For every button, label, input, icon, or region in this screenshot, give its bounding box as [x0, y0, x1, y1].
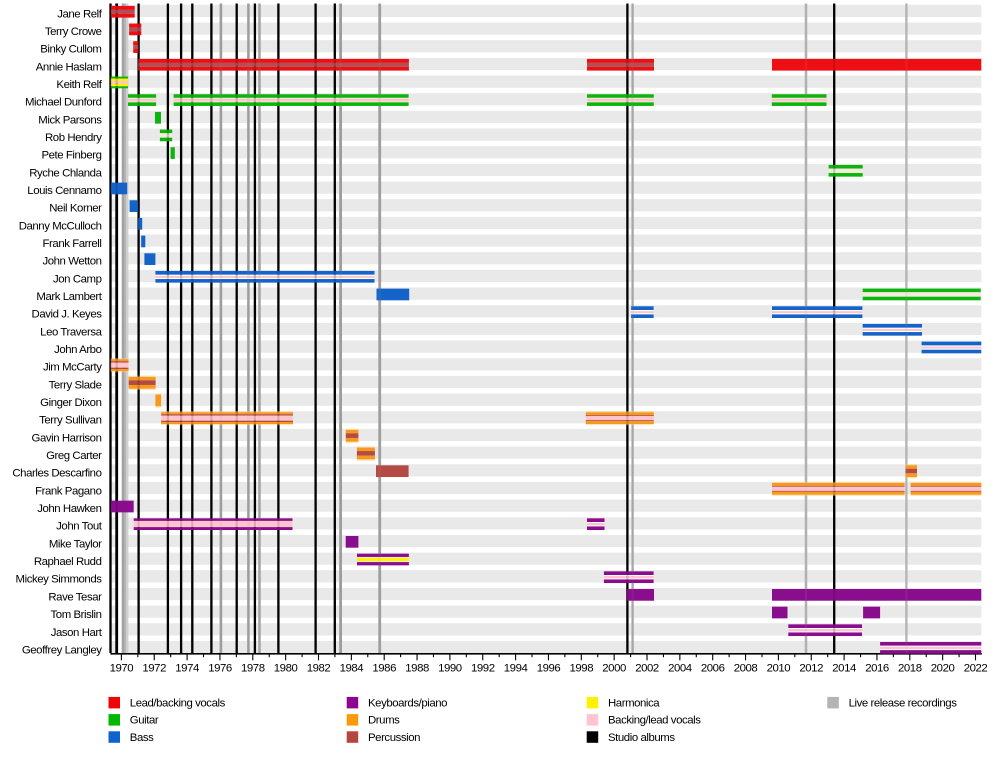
svg-text:Percussion: Percussion — [368, 732, 420, 744]
svg-text:Guitar: Guitar — [130, 715, 159, 727]
svg-text:Jon Camp: Jon Camp — [53, 273, 102, 285]
svg-text:Michael Dunford: Michael Dunford — [25, 97, 102, 109]
svg-text:David J. Keyes: David J. Keyes — [32, 309, 103, 321]
svg-text:Ginger Dixon: Ginger Dixon — [40, 397, 101, 409]
svg-text:1976: 1976 — [208, 663, 232, 675]
svg-text:Geoffrey Langley: Geoffrey Langley — [22, 644, 102, 656]
svg-text:Charles Descarfino: Charles Descarfino — [12, 468, 101, 480]
svg-text:Frank Pagano: Frank Pagano — [35, 485, 101, 497]
svg-text:Mike Taylor: Mike Taylor — [49, 538, 102, 550]
svg-text:1978: 1978 — [241, 663, 265, 675]
svg-text:Keyboards/piano: Keyboards/piano — [368, 697, 447, 709]
svg-text:Leo Traversa: Leo Traversa — [40, 326, 102, 338]
svg-text:1992: 1992 — [471, 663, 495, 675]
svg-text:2012: 2012 — [799, 663, 823, 675]
svg-text:Jane Relf: Jane Relf — [57, 8, 103, 20]
svg-text:2006: 2006 — [701, 663, 725, 675]
svg-text:Gavin Harrison: Gavin Harrison — [32, 432, 102, 444]
svg-text:Mick Parsons: Mick Parsons — [38, 114, 102, 126]
svg-text:2022: 2022 — [964, 663, 988, 675]
svg-text:1972: 1972 — [142, 663, 166, 675]
svg-text:1980: 1980 — [274, 663, 298, 675]
svg-text:Jim McCarty: Jim McCarty — [43, 362, 102, 374]
svg-text:1970: 1970 — [110, 663, 134, 675]
svg-text:2002: 2002 — [635, 663, 659, 675]
svg-text:John Hawken: John Hawken — [37, 503, 101, 515]
svg-text:2016: 2016 — [865, 663, 889, 675]
svg-text:Mickey Simmonds: Mickey Simmonds — [16, 574, 103, 586]
svg-text:Terry Crowe: Terry Crowe — [45, 26, 102, 38]
svg-text:Pete Finberg: Pete Finberg — [41, 150, 101, 162]
svg-text:Greg Carter: Greg Carter — [46, 450, 102, 462]
svg-text:Danny McCulloch: Danny McCulloch — [19, 220, 102, 232]
svg-text:John Tout: John Tout — [56, 521, 103, 533]
svg-text:1986: 1986 — [372, 663, 396, 675]
svg-text:Ryche Chlanda: Ryche Chlanda — [29, 167, 102, 179]
svg-text:Binky Cullom: Binky Cullom — [40, 44, 101, 56]
svg-text:2008: 2008 — [734, 663, 758, 675]
svg-text:1984: 1984 — [340, 663, 364, 675]
svg-text:2000: 2000 — [602, 663, 626, 675]
svg-text:1988: 1988 — [405, 663, 429, 675]
svg-text:John Wetton: John Wetton — [42, 256, 101, 268]
svg-text:Backing/lead vocals: Backing/lead vocals — [608, 715, 701, 727]
svg-text:Rob Hendry: Rob Hendry — [45, 132, 102, 144]
svg-text:Frank Farrell: Frank Farrell — [43, 238, 102, 250]
svg-text:Tom Brislin: Tom Brislin — [51, 609, 102, 621]
svg-text:Live release recordings: Live release recordings — [849, 697, 958, 709]
svg-text:Neil Korner: Neil Korner — [49, 203, 102, 215]
svg-text:1994: 1994 — [504, 663, 528, 675]
svg-text:Lead/backing vocals: Lead/backing vocals — [130, 697, 226, 709]
svg-text:Studio albums: Studio albums — [608, 732, 675, 744]
svg-text:Terry Sullivan: Terry Sullivan — [39, 415, 101, 427]
svg-text:Bass: Bass — [130, 732, 154, 744]
svg-text:Rave Tesar: Rave Tesar — [48, 591, 102, 603]
svg-text:Jason Hart: Jason Hart — [51, 627, 103, 639]
svg-text:2020: 2020 — [931, 663, 955, 675]
svg-text:Raphael Rudd: Raphael Rudd — [34, 556, 102, 568]
svg-text:1982: 1982 — [307, 663, 331, 675]
svg-text:2018: 2018 — [898, 663, 922, 675]
svg-text:Drums: Drums — [368, 715, 400, 727]
svg-text:1998: 1998 — [569, 663, 593, 675]
svg-text:Keith Relf: Keith Relf — [56, 79, 102, 91]
svg-text:1990: 1990 — [438, 663, 462, 675]
svg-text:2004: 2004 — [668, 663, 692, 675]
svg-text:2014: 2014 — [832, 663, 856, 675]
svg-text:Annie Haslam: Annie Haslam — [36, 61, 102, 73]
svg-text:Louis Cennamo: Louis Cennamo — [27, 185, 101, 197]
svg-text:Mark Lambert: Mark Lambert — [36, 291, 102, 303]
svg-text:1996: 1996 — [537, 663, 561, 675]
svg-text:Terry Slade: Terry Slade — [49, 379, 102, 391]
svg-text:Harmonica: Harmonica — [608, 697, 660, 709]
svg-text:John Arbo: John Arbo — [54, 344, 102, 356]
svg-text:1974: 1974 — [175, 663, 199, 675]
svg-text:2010: 2010 — [767, 663, 791, 675]
